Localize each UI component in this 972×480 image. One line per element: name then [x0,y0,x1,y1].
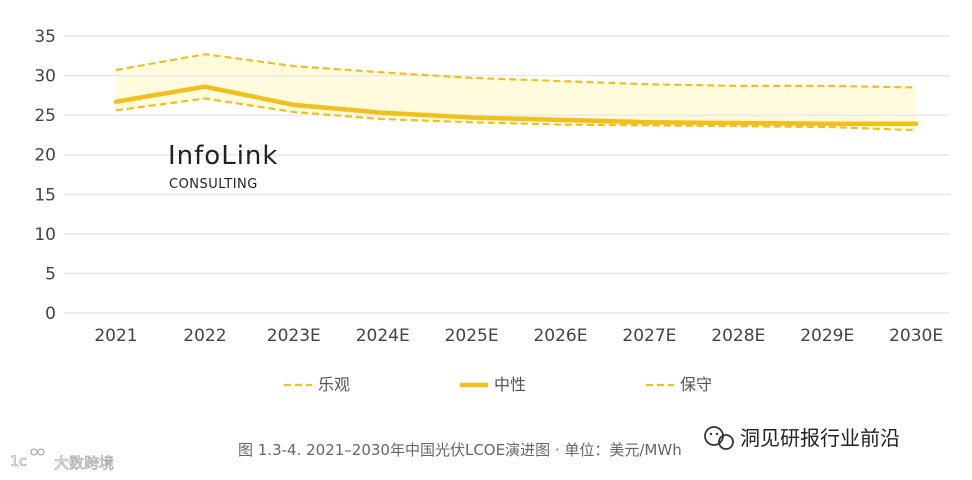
y-tick-label: 5 [45,264,56,284]
y-tick-label: 25 [34,106,56,126]
infolink-logo: InfoLink CONSULTING [168,141,278,192]
y-tick-label: 0 [45,304,56,324]
logo-text: InfoLink [168,141,278,171]
legend-item: 乐观 [284,375,350,394]
x-axis-ticks: 2021 2022 2023E 2024E 2025E 2026E 2027E 2028E 20… [94,326,943,346]
brand-logo-icon: 1c [10,448,45,470]
x-tick-label: 2026E [533,326,587,346]
series-line-1 [115,53,917,89]
legend-label: 乐观 [318,375,350,394]
series-lines [113,53,919,132]
legend-item: 保守 [646,375,712,394]
x-tick-label: 2024E [356,326,410,346]
legend-label: 中性 [494,375,526,394]
forecast-band [116,54,917,131]
x-tick-label: 2025E [445,326,499,346]
y-tick-label: 15 [34,185,56,205]
series-line-2 [113,84,919,127]
x-tick-label: 2030E [889,326,943,346]
watermark-left-text: 大数跨境 [54,454,114,472]
x-tick-label: 2027E [622,326,676,346]
y-tick-label: 10 [34,225,56,245]
x-tick-label: 2021 [94,326,137,346]
wechat-icon [704,426,734,450]
watermark-left: 1c 大数跨境 [10,448,114,472]
x-tick-label: 2023E [267,326,321,346]
series-line-3 [115,97,917,132]
y-axis-ticks: 0 5 10 15 20 25 30 35 [34,27,56,324]
gridlines [64,35,950,314]
x-tick-label: 2022 [183,326,226,346]
legend: 乐观 中性 保守 [284,375,712,394]
band-area [116,54,917,131]
x-tick-label: 2029E [800,326,854,346]
x-tick-label: 2028E [711,326,765,346]
chart-caption: 图 1.3-4. 2021–2030年中国光伏LCOE演进图 · 单位：美元/M… [238,441,682,459]
watermark-right-text: 洞见研报行业前沿 [740,426,900,450]
logo-subtext: CONSULTING [169,177,258,192]
legend-item: 中性 [460,375,526,394]
watermark-right: 洞见研报行业前沿 [704,426,900,450]
legend-label: 保守 [680,375,712,394]
y-tick-label: 20 [34,146,56,166]
y-tick-label: 35 [34,27,56,47]
y-tick-label: 30 [34,67,56,87]
svg-text:1c: 1c [10,454,27,470]
